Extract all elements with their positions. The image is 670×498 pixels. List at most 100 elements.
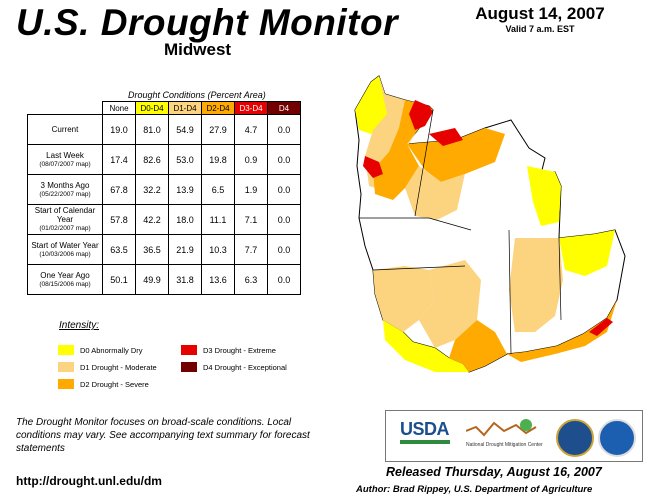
border-ia-mo [372, 265, 466, 271]
table-row: Start of Calendar Year (01/02/2007 map) 57… [27, 204, 301, 235]
table-cell: 13.6 [201, 264, 235, 295]
legend-label: D2 Drought - Severe [80, 380, 149, 389]
row-label: Last Week (08/07/2007 map) [27, 144, 103, 175]
table-cell: 42.2 [135, 204, 169, 235]
table-cell: 0.0 [267, 264, 301, 295]
table-cell: 32.2 [135, 174, 169, 205]
table-cell: 6.3 [234, 264, 268, 295]
legend-title: Intensity: [59, 320, 100, 331]
map-area-d2-wi-up [407, 128, 505, 182]
table-cell: 19.0 [102, 114, 136, 145]
table-cell: 50.1 [102, 264, 136, 295]
header-d4: D4 [267, 101, 301, 115]
row-label-text: 3 Months Ago [40, 180, 90, 190]
row-label-date: (10/03/2006 map) [39, 250, 91, 258]
valid-time: Valid 7 a.m. EST [505, 24, 575, 34]
logo-panel: USDA National Drought Mitigation Center [385, 410, 643, 462]
legend-swatch [181, 362, 197, 372]
row-label: Start of Water Year (10/03/2006 map) [27, 234, 103, 265]
table-cell: 7.1 [234, 204, 268, 235]
map-areas [355, 76, 617, 372]
map-area-d1-il [419, 260, 481, 348]
table-cell: 21.9 [168, 234, 202, 265]
usda-logo-bar [400, 440, 450, 444]
table-corner [28, 102, 103, 115]
table-cell: 4.7 [234, 114, 268, 145]
table-cell: 10.3 [201, 234, 235, 265]
table-cell: 0.0 [267, 234, 301, 265]
commerce-seal-icon [556, 419, 594, 457]
table-header-row: None D0-D4 D1-D4 D2-D4 D3-D4 D4 [28, 101, 301, 115]
table-cell: 6.5 [201, 174, 235, 205]
row-label: 3 Months Ago (05/22/2007 map) [27, 174, 103, 205]
map-area-none-wi [415, 174, 475, 246]
drought-conditions-table: None D0-D4 D1-D4 D2-D4 D3-D4 D4 Current 1… [27, 101, 301, 295]
map-area-d3-up [429, 128, 463, 146]
table-cell: 7.7 [234, 234, 268, 265]
drought-map [354, 75, 626, 373]
border-in-oh [558, 237, 562, 321]
map-area-d1-in [509, 238, 563, 332]
legend-swatch [58, 345, 74, 355]
table-cell: 0.0 [267, 204, 301, 235]
border-mn-ia [359, 217, 472, 231]
map-area-d3-mn-west [363, 156, 383, 178]
row-label-date: (05/22/2007 map) [39, 190, 91, 198]
table-cell: 0.0 [267, 114, 301, 145]
table-title: Drought Conditions (Percent Area) [128, 90, 266, 100]
header-d3-d4: D3-D4 [234, 101, 268, 115]
map-area-d1-ia [373, 266, 435, 332]
map-area-d0-mi [527, 166, 561, 226]
row-label: Current [27, 114, 103, 145]
table-cell: 18.0 [168, 204, 202, 235]
row-label-date: (01/02/2007 map) [39, 225, 91, 232]
table-cell: 0.0 [267, 144, 301, 175]
map-date: August 14, 2007 [475, 4, 605, 23]
state-borders [359, 109, 562, 355]
row-label-text: One Year Ago [40, 270, 90, 280]
legend-label: D1 Drought - Moderate [80, 363, 157, 372]
table-cell: 54.9 [168, 114, 202, 145]
website-link[interactable]: http://drought.unl.edu/dm [16, 474, 162, 488]
legend-swatch [181, 345, 197, 355]
table-cell: 17.4 [102, 144, 136, 175]
table-cell: 19.8 [201, 144, 235, 175]
map-area-d0-mo [383, 320, 469, 372]
table-cell: 49.9 [135, 264, 169, 295]
header-d2-d4: D2-D4 [201, 101, 235, 115]
legend-label: D4 Drought - Exceptional [203, 363, 287, 372]
map-area-d3-mn [409, 100, 433, 130]
table-cell: 11.1 [201, 204, 235, 235]
table-cell: 0.0 [267, 174, 301, 205]
row-label-text: Last Week [46, 150, 84, 160]
noaa-seal-icon [598, 419, 636, 457]
legend-label: D0 Abnormally Dry [80, 346, 143, 355]
table-cell: 1.9 [234, 174, 268, 205]
border-mn-wi [414, 109, 434, 217]
legend-label: D3 Drought - Extreme [203, 346, 276, 355]
table-row: 3 Months Ago (05/22/2007 map) 67.8 32.2 13.9… [27, 174, 301, 205]
row-label-date: (08/07/2007 map) [39, 160, 91, 168]
table-cell: 57.8 [102, 204, 136, 235]
header-none: None [102, 101, 136, 115]
table-cell: 53.0 [168, 144, 202, 175]
row-label: One Year Ago (08/15/2006 map) [27, 264, 103, 295]
page-title: U.S. Drought Monitor [16, 2, 398, 43]
header-d0-d4: D0-D4 [135, 101, 169, 115]
row-label-text: Start of Calendar Year [34, 206, 96, 224]
table-cell: 31.8 [168, 264, 202, 295]
legend-swatch [58, 362, 74, 372]
border-il-in [508, 229, 512, 355]
map-area-d2-il-south [449, 320, 507, 372]
row-label-text: Start of Water Year [31, 240, 99, 250]
table-cell: 63.5 [102, 234, 136, 265]
table-row: One Year Ago (08/15/2006 map) 50.1 49.9 31.8… [27, 264, 301, 295]
table-cell: 36.5 [135, 234, 169, 265]
author: Author: Brad Rippey, U.S. Department of … [356, 484, 593, 495]
table-cell: 81.0 [135, 114, 169, 145]
map-area-d3-ky-east [589, 318, 613, 336]
row-label-text: Current [51, 125, 79, 134]
table-cell: 67.8 [102, 174, 136, 205]
map-area-d1-wi [405, 166, 465, 220]
table-row: Current 19.0 81.0 54.9 27.9 4.7 0.0 [27, 114, 301, 145]
